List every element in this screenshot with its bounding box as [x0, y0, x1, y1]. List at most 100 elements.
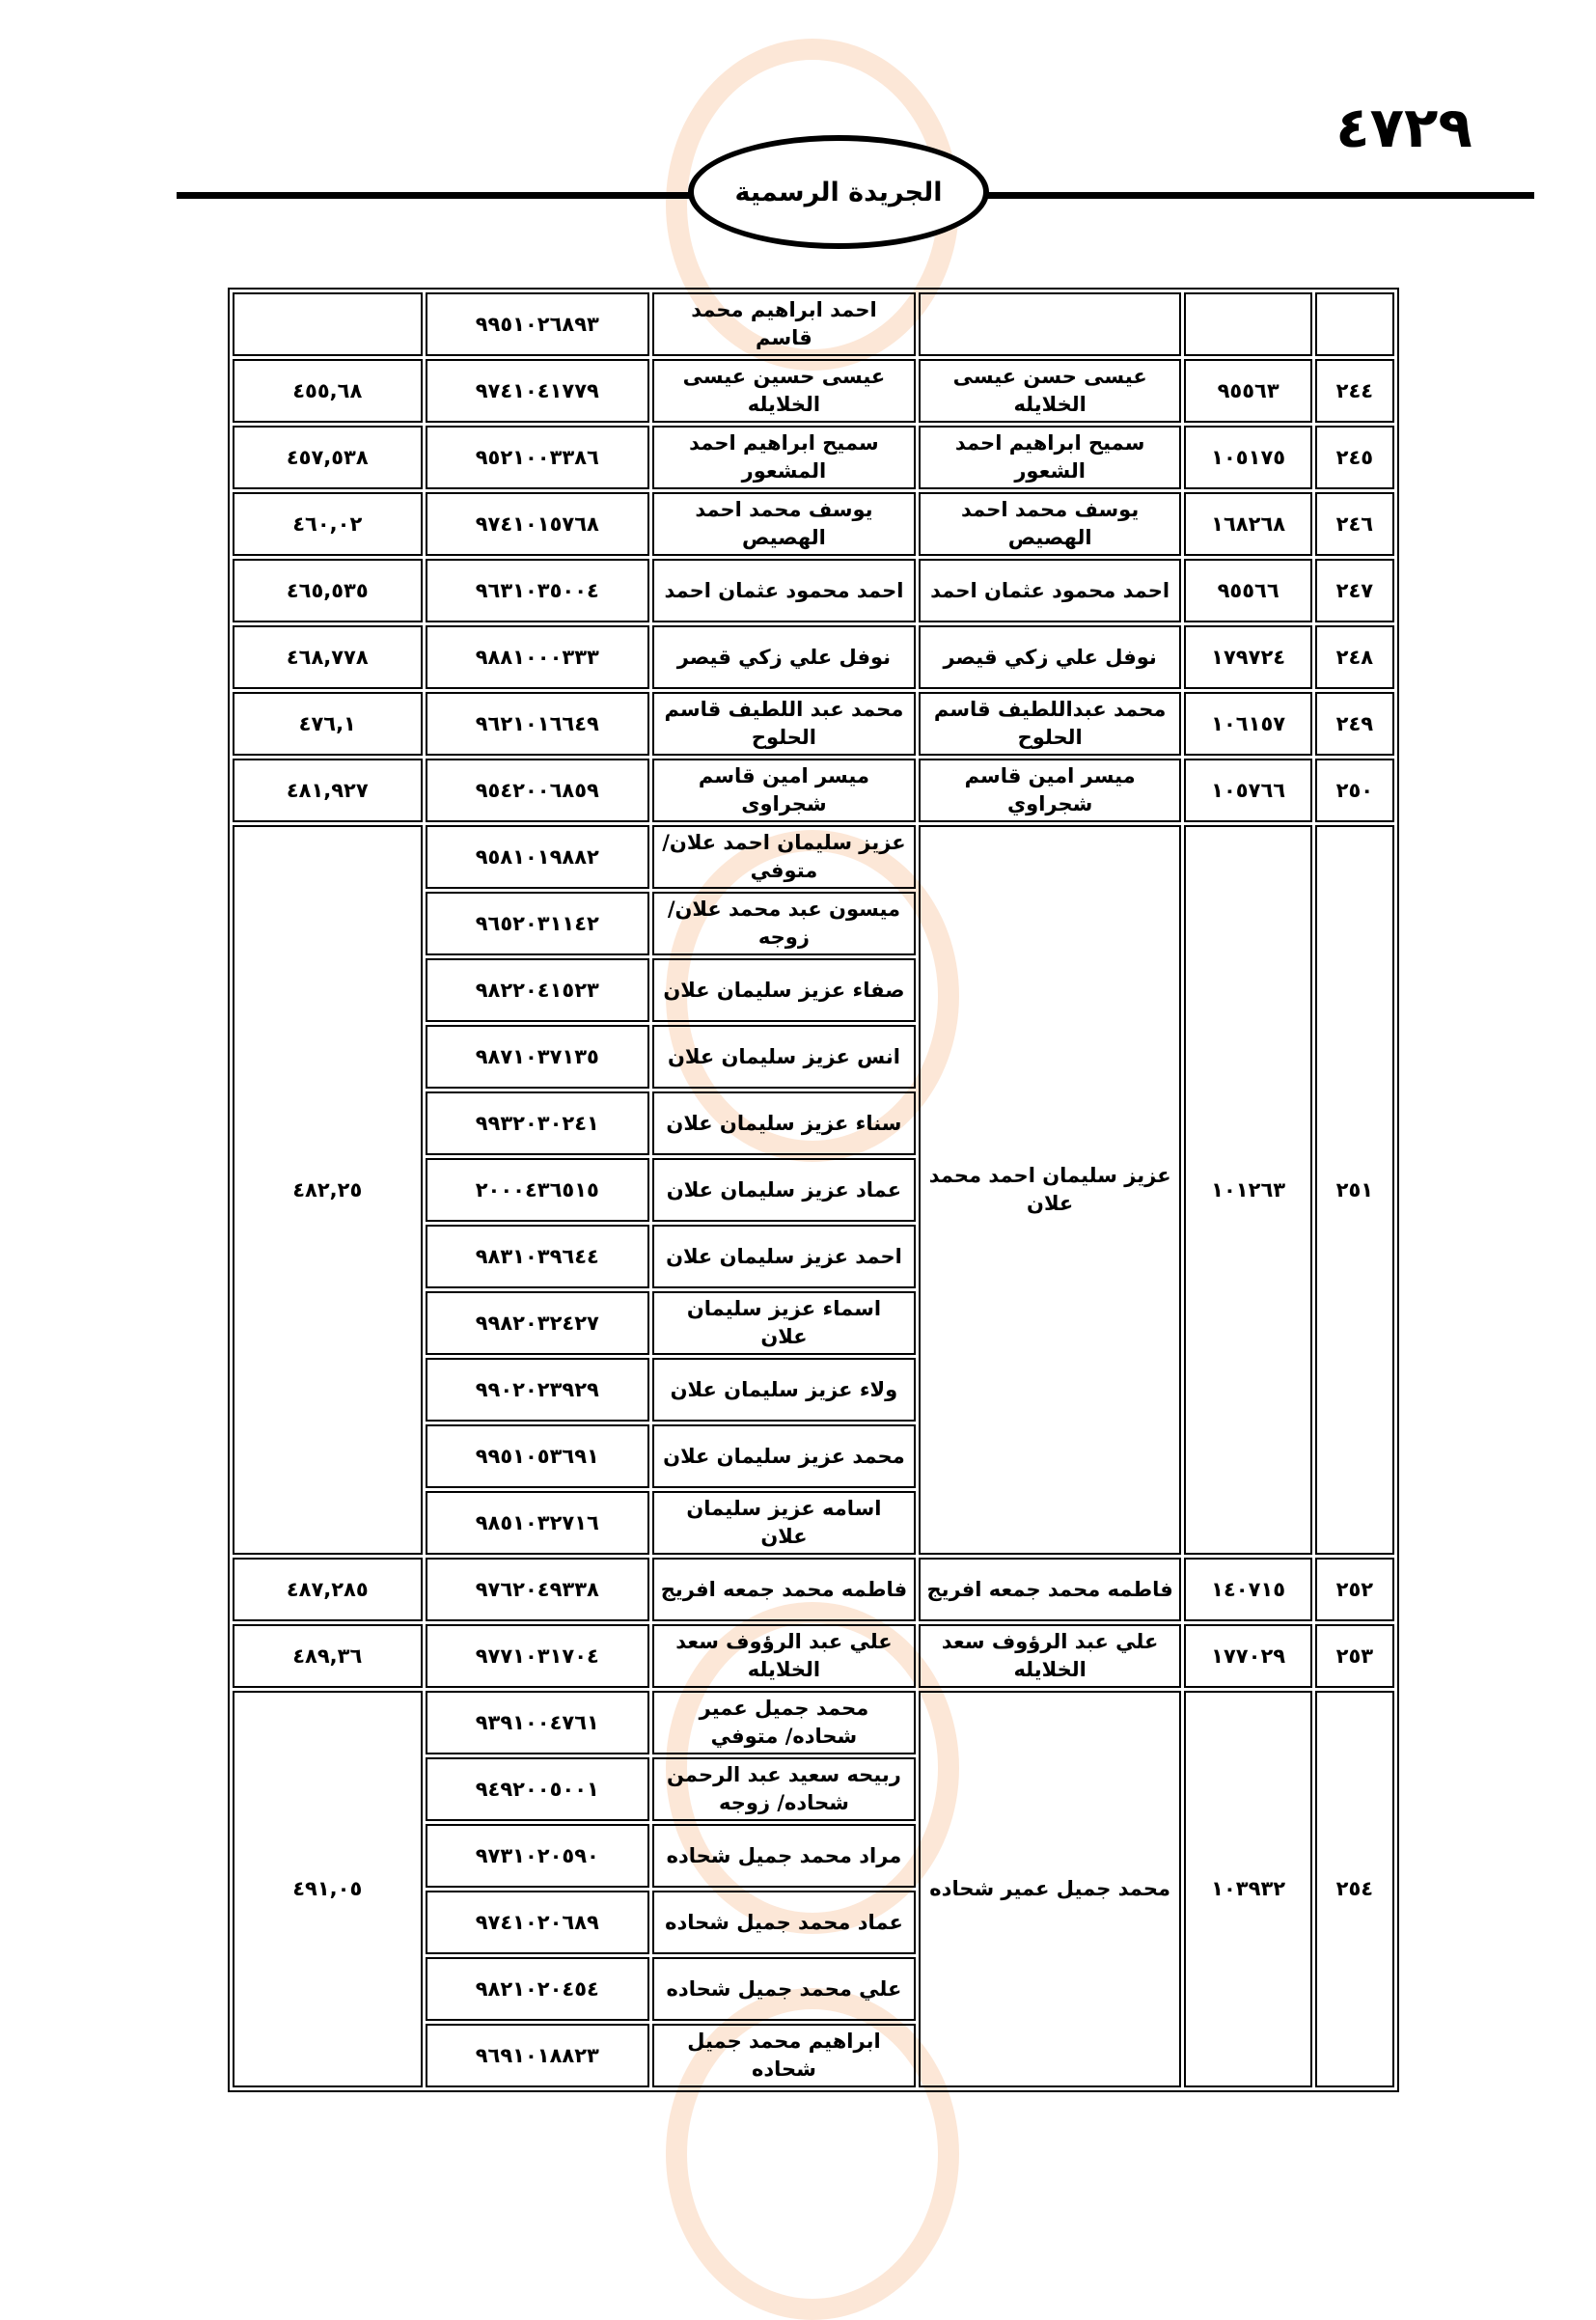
table-row: احمد ابراهيم محمد قاسم ٩٩٥١٠٢٦٨٩٣ — [233, 292, 1394, 356]
name-cell: فاطمه محمد جمعه افريج — [918, 1558, 1182, 1621]
national-id-cell: ٩٧٧١٠٣١٧٠٤ — [425, 1624, 650, 1688]
heir-name-cell: محمد جميل عمير شحاده/ متوفي — [652, 1691, 916, 1754]
heir-name-cell: علي عبد الرؤوف سعد الخلايله — [652, 1624, 916, 1688]
name-cell — [918, 292, 1182, 356]
amount-cell: ٤٥٥,٦٨ — [233, 359, 423, 423]
amount-cell — [233, 292, 423, 356]
serial-cell: ٢٥١ — [1314, 825, 1394, 1555]
number-cell: ٩٥٥٦٣ — [1184, 359, 1312, 423]
serial-cell: ٢٤٤ — [1314, 359, 1394, 423]
amount-cell: ٤٨٩,٣٦ — [233, 1624, 423, 1688]
number-cell: ١٠٥١٧٥ — [1184, 426, 1312, 489]
national-id-cell: ٩٨٢١٠٢٠٤٥٤ — [425, 1957, 650, 2021]
table-row: ٢٥٣ ١٧٧٠٢٩ علي عبد الرؤوف سعد الخلايله علي … — [233, 1624, 1394, 1688]
heir-name-cell: ربيحه سعيد عبد الرحمن شحاده/ زوجه — [652, 1757, 916, 1821]
number-cell — [1184, 292, 1312, 356]
table-row: محمد عزيز سليمان علان ٩٩٥١٠٥٣٦٩١ — [233, 1424, 1394, 1488]
number-cell: ٩٥٥٦٦ — [1184, 559, 1312, 622]
table-row: ٢٤٥ ١٠٥١٧٥ سميح ابراهيم احمد الشعور سميح اب… — [233, 426, 1394, 489]
serial-cell — [1314, 292, 1394, 356]
table-row: اسامه عزيز سليمان علان ٩٨٥١٠٣٢٧١٦ — [233, 1491, 1394, 1555]
national-id-cell: ٩٩٠٢٠٢٣٩٢٩ — [425, 1358, 650, 1422]
national-id-cell: ٩٦٢١٠١٦٦٤٩ — [425, 692, 650, 756]
national-id-cell: ٩٨٧١٠٣٧١٣٥ — [425, 1025, 650, 1089]
serial-cell: ٢٥٤ — [1314, 1691, 1394, 2087]
heir-name-cell: ولاء عزيز سليمان علان — [652, 1358, 916, 1422]
serial-cell: ٢٤٥ — [1314, 426, 1394, 489]
national-id-cell: ٩٨٨١٠٠٠٣٣٣ — [425, 625, 650, 689]
national-id-cell: ٩٩٥١٠٥٣٦٩١ — [425, 1424, 650, 1488]
amount-cell: ٤٨٧,٢٨٥ — [233, 1558, 423, 1621]
heir-name-cell: سميح ابراهيم احمد المشعور — [652, 426, 916, 489]
name-cell: سميح ابراهيم احمد الشعور — [918, 426, 1182, 489]
amount-cell: ٤٦٨,٧٧٨ — [233, 625, 423, 689]
national-id-cell: ٩٥٤٢٠٠٦٨٥٩ — [425, 759, 650, 822]
national-id-cell: ٩٩٣٢٠٣٠٢٤١ — [425, 1091, 650, 1155]
name-cell: عيسى حسن عيسى الخلايله — [918, 359, 1182, 423]
table-row: انس عزيز سليمان علان ٩٨٧١٠٣٧١٣٥ — [233, 1025, 1394, 1089]
national-id-cell: ٩٧٤١٠٤١٧٧٩ — [425, 359, 650, 423]
heirs-table: احمد ابراهيم محمد قاسم ٩٩٥١٠٢٦٨٩٣ ٢٤٤ ٩٥٥٦٣… — [228, 288, 1399, 2092]
heir-name-cell: اسماء عزيز سليمان علان — [652, 1291, 916, 1355]
serial-cell: ٢٤٨ — [1314, 625, 1394, 689]
amount-cell: ٤٩١,٠٥ — [233, 1691, 423, 2087]
name-cell: ميسر امين قاسم شجراوي — [918, 759, 1182, 822]
table-row: احمد عزيز سليمان علان ٩٨٣١٠٣٩٦٤٤ — [233, 1225, 1394, 1288]
national-id-cell: ٩٨٥١٠٣٢٧١٦ — [425, 1491, 650, 1555]
national-id-cell: ٩٥٢١٠٠٣٣٨٦ — [425, 426, 650, 489]
heir-name-cell: محمد عبد اللطيف قاسم الحلوح — [652, 692, 916, 756]
name-cell: يوسف محمد احمد الهصيص — [918, 492, 1182, 556]
table-row: سناء عزيز سليمان علان ٩٩٣٢٠٣٠٢٤١ — [233, 1091, 1394, 1155]
table-row: ٢٤٧ ٩٥٥٦٦ احمد محمود عثمان احمد احمد محمود … — [233, 559, 1394, 622]
amount-cell: ٤٨٢,٢٥ — [233, 825, 423, 1555]
number-cell: ١٧٩٧٢٤ — [1184, 625, 1312, 689]
table-row: ٢٥٢ ١٤٠٧١٥ فاطمه محمد جمعه افريج فاطمه محمد… — [233, 1558, 1394, 1621]
table-row: ميسون عبد محمد علان/زوجه ٩٦٥٢٠٣١١٤٢ — [233, 892, 1394, 955]
national-id-cell: ٩٩٨٢٠٣٢٤٢٧ — [425, 1291, 650, 1355]
table-row: ابراهيم محمد جميل شحاده ٩٦٩١٠١٨٨٢٣ — [233, 2024, 1394, 2087]
table-row: اسماء عزيز سليمان علان ٩٩٨٢٠٣٢٤٢٧ — [233, 1291, 1394, 1355]
national-id-cell: ٩٧٤١٠١٥٧٦٨ — [425, 492, 650, 556]
gazette-title-text: الجريدة الرسمية — [734, 177, 943, 207]
national-id-cell: ٩٨٢٢٠٤١٥٢٣ — [425, 958, 650, 1022]
amount-cell: ٤٨١,٩٢٧ — [233, 759, 423, 822]
table-row: ٢٤٩ ١٠٦١٥٧ محمد عبداللطيف قاسم الحلوح محمد … — [233, 692, 1394, 756]
heir-name-cell: ميسر امين قاسم شجراوى — [652, 759, 916, 822]
serial-cell: ٢٤٧ — [1314, 559, 1394, 622]
number-cell: ١٠٦١٥٧ — [1184, 692, 1312, 756]
table-row: عماد محمد جميل شحاده ٩٧٤١٠٢٠٦٨٩ — [233, 1891, 1394, 1954]
heir-name-cell: اسامه عزيز سليمان علان — [652, 1491, 916, 1555]
serial-cell: ٢٥٢ — [1314, 1558, 1394, 1621]
amount-cell: ٤٧٦,١ — [233, 692, 423, 756]
national-id-cell: ٩٧٤١٠٢٠٦٨٩ — [425, 1891, 650, 1954]
national-id-cell: ٩٣٩١٠٠٤٧٦١ — [425, 1691, 650, 1754]
heir-name-cell: مراد محمد جميل شحاده — [652, 1824, 916, 1888]
serial-cell: ٢٥٠ — [1314, 759, 1394, 822]
name-cell: عزيز سليمان احمد محمد علان — [918, 825, 1182, 1555]
national-id-cell: ٩٧٦٢٠٤٩٣٣٨ — [425, 1558, 650, 1621]
serial-cell: ٢٤٩ — [1314, 692, 1394, 756]
table-row: ٢٥٠ ١٠٥٧٦٦ ميسر امين قاسم شجراوي ميسر امين … — [233, 759, 1394, 822]
heir-name-cell: عماد عزيز سليمان علان — [652, 1158, 916, 1222]
national-id-cell: ٩٦٥٢٠٣١١٤٢ — [425, 892, 650, 955]
heir-name-cell: عيسى حسين عيسى الخلايله — [652, 359, 916, 423]
number-cell: ١٠٣٩٣٢ — [1184, 1691, 1312, 2087]
national-id-cell: ٩٦٩١٠١٨٨٢٣ — [425, 2024, 650, 2087]
table-row: ٢٥١ ١٠١٢٦٣ عزيز سليمان احمد محمد علان عزيز … — [233, 825, 1394, 1555]
heir-name-cell: نوفل علي زكي قيصر — [652, 625, 916, 689]
gazette-title: الجريدة الرسمية — [688, 135, 989, 249]
table-row: ٢٤٤ ٩٥٥٦٣ عيسى حسن عيسى الخلايله عيسى حسين … — [233, 359, 1394, 423]
heir-name-cell: محمد عزيز سليمان علان — [652, 1424, 916, 1488]
name-cell: محمد عبداللطيف قاسم الحلوح — [918, 692, 1182, 756]
page-number: ٤٧٢٩ — [1335, 95, 1472, 160]
number-cell: ١٤٠٧١٥ — [1184, 1558, 1312, 1621]
number-cell: ١٦٨٢٦٨ — [1184, 492, 1312, 556]
national-id-cell: ٩٧٣١٠٢٠٥٩٠ — [425, 1824, 650, 1888]
table-row: ٢٤٨ ١٧٩٧٢٤ نوفل علي زكي قيصر نوفل علي زكي ق… — [233, 625, 1394, 689]
national-id-cell: ٩٦٣١٠٣٥٠٠٤ — [425, 559, 650, 622]
heir-name-cell: احمد محمود عثمان احمد — [652, 559, 916, 622]
name-cell: محمد جميل عمير شحاده — [918, 1691, 1182, 2087]
amount-cell: ٤٦٠,٠٢ — [233, 492, 423, 556]
amount-cell: ٤٦٥,٥٣٥ — [233, 559, 423, 622]
national-id-cell: ٩٥٨١٠١٩٨٨٢ — [425, 825, 650, 889]
